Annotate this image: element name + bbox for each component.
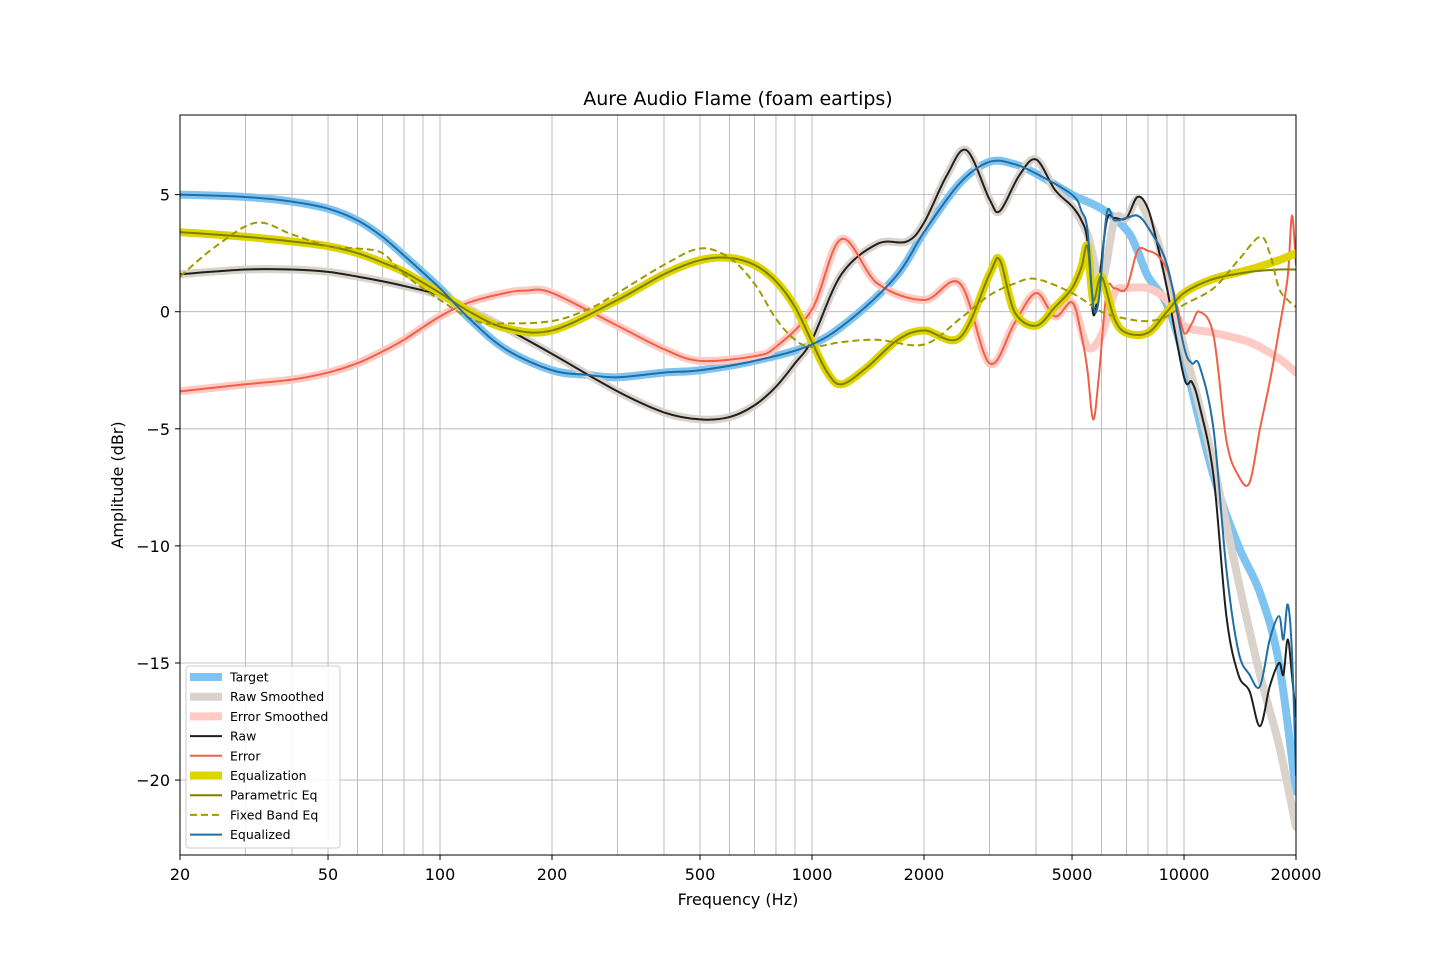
- x-tick-label: 2000: [904, 865, 945, 884]
- chart-title: Aure Audio Flame (foam eartips): [583, 88, 892, 110]
- axes-frame: [179, 114, 1297, 856]
- series-layer: [180, 145, 1296, 831]
- legend-label: Target: [229, 670, 269, 685]
- x-tick-label: 20: [170, 865, 190, 884]
- series-line-equalized: [180, 159, 1296, 777]
- x-axis-label: Frequency (Hz): [678, 890, 799, 909]
- y-tick-label: 0: [160, 303, 170, 322]
- legend-label: Parametric Eq: [230, 788, 318, 803]
- series-line-error: [180, 214, 1296, 487]
- x-tick-label: 5000: [1052, 865, 1093, 884]
- legend-label: Fixed Band Eq: [230, 807, 318, 822]
- legend-label: Error Smoothed: [230, 709, 328, 724]
- x-tick-label: 1000: [792, 865, 833, 884]
- legend-box: [185, 665, 341, 849]
- y-tick-label: −5: [146, 420, 170, 439]
- legend-label: Error: [230, 748, 261, 763]
- x-tick-label: 500: [685, 865, 716, 884]
- series-line-parametric-eq: [180, 231, 1296, 386]
- x-tick-label: 50: [318, 865, 338, 884]
- x-axis: 20 50 100 200 500 1000 2000 5000 10000 20000: [170, 855, 1322, 884]
- legend-label: Equalized: [230, 827, 291, 842]
- x-tick-label: 10000: [1159, 865, 1210, 884]
- x-tick-label: 100: [425, 865, 456, 884]
- y-axis-label: Amplitude (dBr): [108, 421, 127, 548]
- legend: Target Raw Smoothed Error Smoothed Raw Error…: [185, 665, 341, 849]
- plot-area: [180, 145, 1296, 831]
- legend-label: Raw Smoothed: [230, 689, 324, 704]
- y-tick-label: −10: [136, 537, 170, 556]
- legend-label: Raw: [230, 729, 256, 744]
- y-tick-label: −15: [136, 654, 170, 673]
- y-tick-label: −20: [136, 771, 170, 790]
- legend-label: Equalization: [230, 768, 307, 783]
- x-tick-label: 20000: [1271, 865, 1322, 884]
- series-line-fixed-band-eq: [180, 221, 1296, 348]
- x-tick-label: 200: [537, 865, 568, 884]
- y-axis: 5 0 −5 −10 −15 −20: [136, 186, 180, 790]
- y-tick-label: 5: [160, 186, 170, 205]
